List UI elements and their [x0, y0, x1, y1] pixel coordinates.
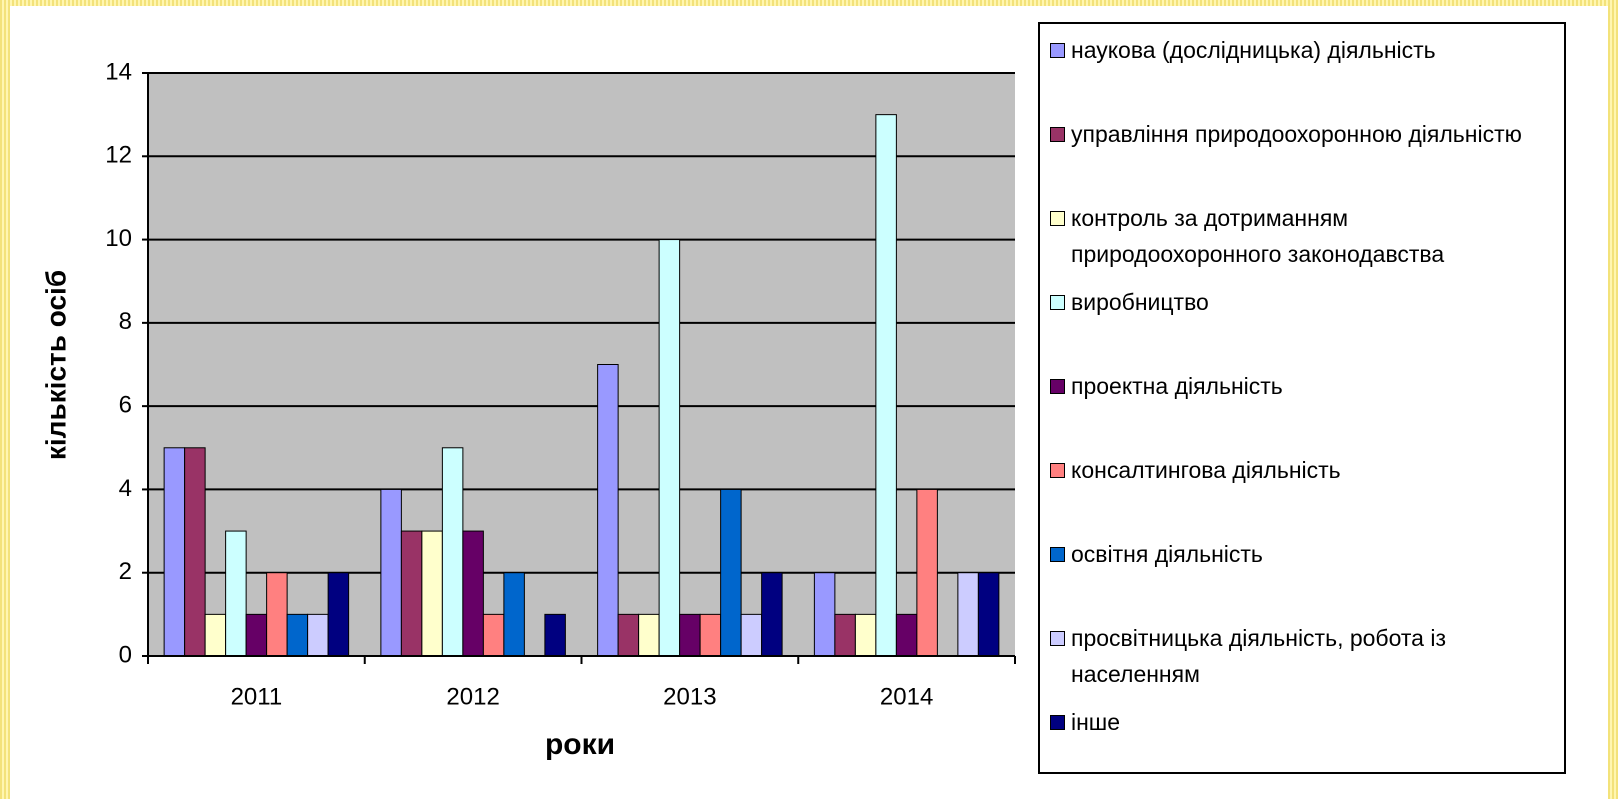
bar — [916, 488, 938, 657]
y-tick-label: 4 — [119, 475, 132, 502]
bar — [225, 530, 247, 657]
legend-swatch — [1050, 463, 1065, 478]
y-axis-label: кількість осіб — [40, 270, 71, 460]
bar — [875, 114, 897, 657]
legend-swatch — [1050, 43, 1065, 58]
bar — [617, 613, 640, 657]
legend-item: просвітницька діяльність, робота із насе… — [1040, 624, 1564, 708]
bar — [503, 572, 525, 657]
plot-area — [148, 73, 1015, 656]
y-tick-label: 6 — [119, 391, 132, 418]
bar — [544, 613, 566, 657]
bar — [957, 572, 979, 657]
bar — [895, 613, 918, 657]
bar — [163, 447, 186, 657]
bar — [658, 239, 681, 657]
legend-swatch — [1050, 547, 1065, 562]
bar — [854, 613, 877, 657]
bar — [482, 613, 505, 657]
bar — [679, 613, 701, 657]
bar — [184, 447, 206, 657]
bar — [400, 530, 423, 657]
bar — [597, 364, 619, 657]
legend-swatch — [1050, 211, 1065, 226]
bar — [380, 488, 402, 657]
legend: наукова (дослідницька) діяльність управлі… — [1038, 22, 1566, 774]
legend-item: консалтингова діяльність — [1040, 456, 1564, 540]
legend-swatch — [1050, 715, 1065, 730]
y-tick-label: 10 — [105, 225, 132, 252]
x-tick-label: 2014 — [880, 683, 933, 710]
bar — [204, 613, 227, 657]
bar — [699, 613, 722, 657]
bar — [441, 447, 464, 657]
x-tick-label: 2013 — [663, 683, 716, 710]
legend-swatch — [1050, 631, 1065, 646]
bar — [462, 530, 484, 657]
bar — [761, 572, 783, 657]
legend-item: контроль за дотриманням природоохоронног… — [1040, 204, 1564, 288]
x-tick-label: 2012 — [446, 683, 499, 710]
legend-item: управління природоохоронною діяльністю — [1040, 120, 1564, 204]
bar — [327, 572, 350, 657]
bar — [813, 572, 836, 657]
legend-label: контроль за дотриманням природоохоронног… — [1071, 205, 1445, 267]
bar — [286, 613, 309, 657]
legend-item: освітня діяльність — [1040, 540, 1564, 624]
legend-swatch — [1050, 127, 1065, 142]
bar — [266, 572, 288, 657]
legend-item: виробництво — [1040, 288, 1564, 372]
legend-label: наукова (дослідницька) діяльність — [1071, 37, 1436, 63]
legend-label: виробництво — [1071, 289, 1209, 315]
legend-label: проектна діяльність — [1071, 373, 1283, 399]
bar — [720, 488, 742, 657]
y-tick-label: 12 — [105, 142, 132, 169]
legend-swatch — [1050, 295, 1065, 310]
bar — [638, 613, 660, 657]
bar — [245, 613, 268, 657]
legend-item: проектна діяльність — [1040, 372, 1564, 456]
bar — [977, 572, 1000, 657]
legend-label: управління природоохоронною діяльністю — [1071, 121, 1522, 147]
legend-label: інше — [1071, 709, 1121, 735]
bar — [307, 613, 329, 657]
legend-label: консалтингова діяльність — [1071, 457, 1341, 483]
legend-label: освітня діяльність — [1071, 541, 1263, 567]
x-axis-label: роки — [545, 728, 615, 761]
legend-label: просвітницька діяльність, робота із насе… — [1071, 625, 1447, 687]
legend-item: інше — [1040, 708, 1564, 792]
x-tick-label: 2011 — [231, 683, 283, 710]
legend-item: наукова (дослідницька) діяльність — [1040, 36, 1564, 120]
y-tick-label: 0 — [119, 641, 132, 668]
y-tick-label: 2 — [119, 558, 132, 585]
y-tick-label: 8 — [119, 308, 132, 335]
bar — [740, 613, 763, 657]
bar — [834, 613, 856, 657]
bar — [421, 530, 443, 657]
legend-swatch — [1050, 379, 1065, 394]
y-tick-label: 14 — [105, 58, 132, 85]
